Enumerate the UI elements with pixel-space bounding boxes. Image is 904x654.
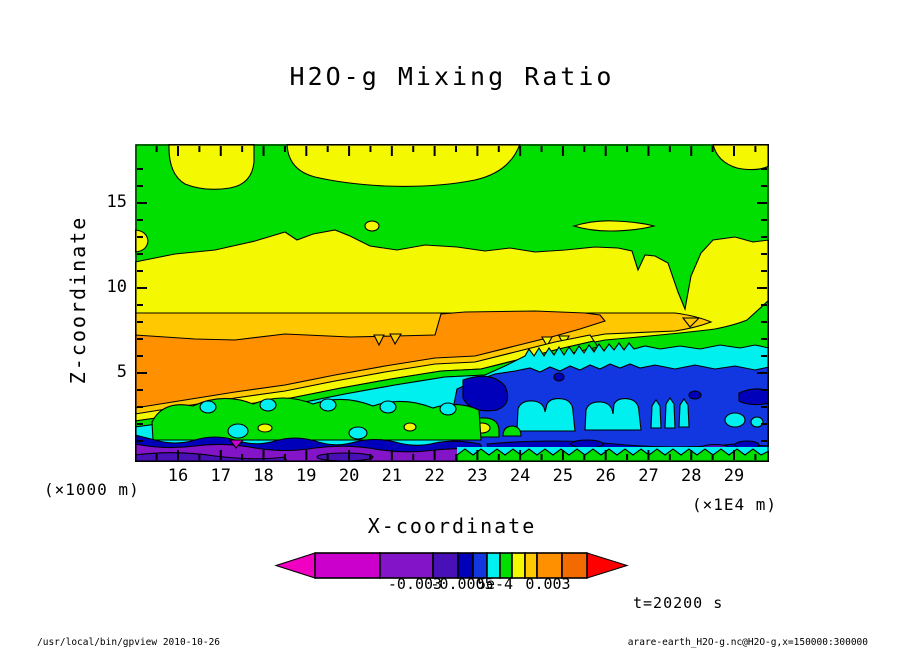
colorbar (274, 552, 629, 579)
colorbar-segment (561, 552, 588, 579)
z-axis-label: Z-coordinate (66, 215, 90, 385)
contour-mixing-cyan-4 (379, 400, 397, 414)
colorbar-label: -0.0005 (430, 575, 494, 593)
contour-feature-triangle-2 (389, 333, 402, 346)
contour-plume-cyan-3 (650, 399, 662, 429)
contour-mixing-cyan-5 (439, 402, 457, 416)
x-tick-label: 26 (595, 466, 616, 486)
contour-region-surface-indigo (135, 452, 288, 462)
contour-plume-cyan-6 (724, 412, 746, 428)
x-tick-label: 28 (680, 466, 702, 486)
contour-plume-cyan-1 (516, 398, 576, 432)
footer-dataset: arare-earth_H2O-g.nc@H2O-g,x=150000:3000… (627, 637, 868, 648)
x-tick-label: 22 (424, 466, 445, 486)
colorbar-segment (432, 552, 459, 579)
contour-plume-cyan-5 (678, 398, 690, 428)
time-annotation: t=20200 s (633, 594, 724, 612)
contour-region-left-edge-spot (135, 229, 149, 253)
contour-feature-triangle-1 (373, 334, 385, 347)
contour-region-top-cloud-left (168, 144, 255, 190)
contour-region-top-cloud-center (286, 144, 521, 187)
contour-region-indigo-lens (316, 452, 374, 462)
colorbar-arrow-left (274, 552, 316, 579)
x-tick-label: 16 (167, 466, 189, 486)
contour-feature-magenta-triangle (228, 439, 245, 449)
colorbar-label: 5e-4 (476, 575, 514, 593)
z-tick-label: 5 (116, 362, 127, 382)
contour-plume-cyan-7 (750, 416, 764, 428)
x-tick-label: 19 (296, 466, 317, 486)
contour-region-darkblue-east (738, 388, 769, 406)
contour-mixing-yellow-spot-2 (403, 422, 417, 432)
x-tick-label: 24 (509, 466, 531, 486)
contour-mixing-cyan-7 (348, 426, 368, 440)
colorbar-segment (511, 552, 526, 579)
x-tick-label: 20 (338, 466, 360, 486)
contour-mixing-cyan-1 (199, 400, 217, 414)
colorbar-label: -0.003 (387, 575, 443, 593)
contour-region-small-oval (364, 220, 380, 232)
contour-mixing-cyan-2 (259, 398, 277, 412)
x-tick-label: 27 (638, 466, 659, 486)
contour-region-darkblue-spot-2 (688, 390, 702, 400)
contour-blob-green-small (502, 425, 522, 437)
plot-title: H2O-g Mixing Ratio (289, 62, 615, 91)
contour-mixing-cyan-6 (227, 423, 249, 439)
footer-command: /usr/local/bin/gpview 2010-10-26 (37, 637, 221, 648)
colorbar-segment (536, 552, 563, 579)
colorbar-segment (314, 552, 381, 579)
colorbar-segment (379, 552, 434, 579)
contour-lens-magenta-1 (570, 439, 604, 449)
contour-region-orange-wedge (135, 310, 606, 409)
z-tick-label: 10 (106, 277, 127, 297)
x-tick-label: 18 (253, 466, 274, 486)
x-axis-label: X-coordinate (367, 514, 537, 538)
contour-region-darkblue-spot-1 (553, 372, 565, 382)
colorbar-arrow-right (586, 552, 629, 579)
x-tick-label: 25 (552, 466, 574, 486)
contour-plume-cyan-4 (664, 397, 676, 429)
x-tick-label: 17 (210, 466, 232, 486)
contour-region-thin-lens (572, 220, 657, 232)
axis-ticks (137, 146, 767, 460)
contour-feature-triangle-5 (681, 317, 701, 328)
contour-mixing-cyan-3 (319, 398, 337, 412)
contour-feature-triangle-3 (541, 336, 553, 348)
colorbar-label: 0.003 (525, 575, 571, 593)
contour-plot (135, 144, 769, 462)
x-tick-label: 23 (467, 466, 488, 486)
contour-plume-cyan-2 (584, 398, 642, 431)
x-tick-label: 29 (723, 466, 745, 486)
z-axis-unit: (×1000 m) (44, 480, 140, 499)
contour-region-green-wedge-east (583, 299, 769, 351)
z-tick-label: 15 (106, 192, 127, 212)
plot-frame (135, 144, 769, 462)
x-axis-unit: (×1E4 m) (692, 495, 778, 514)
contour-mixing-yellow-spot-1 (257, 423, 273, 433)
x-tick-label: 21 (381, 466, 403, 486)
